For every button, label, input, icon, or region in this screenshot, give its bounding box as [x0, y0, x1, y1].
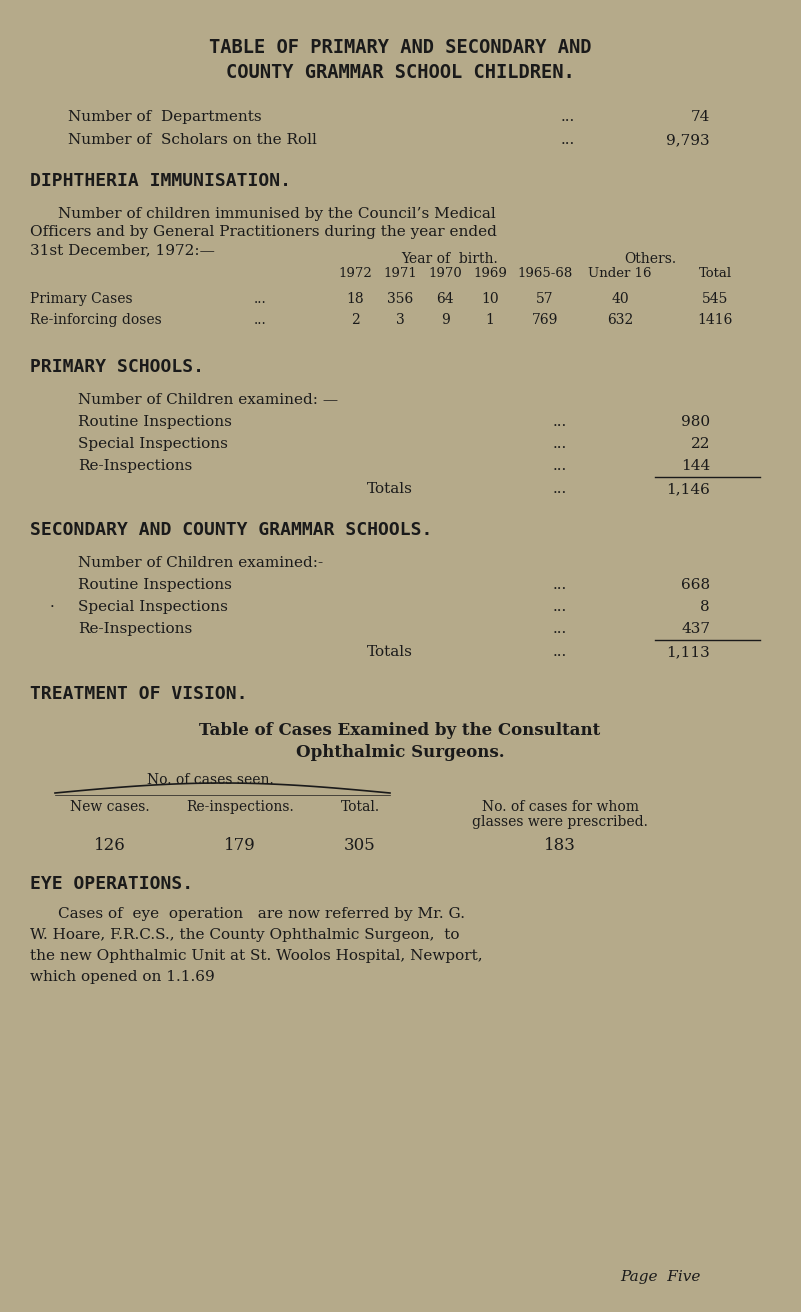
Text: 22: 22 — [690, 437, 710, 451]
Text: ...: ... — [561, 133, 575, 147]
Text: 18: 18 — [346, 293, 364, 306]
Text: 1416: 1416 — [698, 314, 733, 327]
Text: 356: 356 — [387, 293, 413, 306]
Text: 3: 3 — [396, 314, 405, 327]
Text: Re-inspections.: Re-inspections. — [186, 800, 294, 813]
Text: Total: Total — [698, 268, 731, 279]
Text: Totals: Totals — [367, 482, 413, 496]
Text: ...: ... — [561, 110, 575, 125]
Text: Total.: Total. — [340, 800, 380, 813]
Text: No. of cases for whom: No. of cases for whom — [481, 800, 638, 813]
Text: ...: ... — [553, 482, 567, 496]
Text: ...: ... — [553, 646, 567, 659]
Text: 126: 126 — [95, 837, 126, 854]
Text: which opened on 1.1.69: which opened on 1.1.69 — [30, 970, 215, 984]
Text: 632: 632 — [607, 314, 633, 327]
Text: PRIMARY SCHOOLS.: PRIMARY SCHOOLS. — [30, 358, 204, 377]
Text: Routine Inspections: Routine Inspections — [78, 415, 231, 429]
Text: 305: 305 — [344, 837, 376, 854]
Text: ·: · — [50, 600, 55, 614]
Text: ...: ... — [553, 415, 567, 429]
Text: Others.: Others. — [624, 252, 676, 266]
Text: glasses were prescribed.: glasses were prescribed. — [472, 815, 648, 829]
Text: 179: 179 — [224, 837, 256, 854]
Text: 668: 668 — [681, 579, 710, 592]
Text: 1,113: 1,113 — [666, 646, 710, 659]
Text: ...: ... — [553, 579, 567, 592]
Text: COUNTY GRAMMAR SCHOOL CHILDREN.: COUNTY GRAMMAR SCHOOL CHILDREN. — [226, 63, 574, 81]
Text: 144: 144 — [681, 459, 710, 474]
Text: 769: 769 — [532, 314, 558, 327]
Text: ...: ... — [254, 293, 267, 306]
Text: Re-inforcing doses: Re-inforcing doses — [30, 314, 162, 327]
Text: Special Inspections: Special Inspections — [78, 437, 227, 451]
Text: No. of cases seen.: No. of cases seen. — [147, 773, 273, 787]
Text: ...: ... — [553, 622, 567, 636]
Text: Number of children immunised by the Council’s Medical: Number of children immunised by the Coun… — [58, 207, 496, 220]
Text: 183: 183 — [544, 837, 576, 854]
Text: the new Ophthalmic Unit at St. Woolos Hospital, Newport,: the new Ophthalmic Unit at St. Woolos Ho… — [30, 949, 483, 963]
Text: 1970: 1970 — [428, 268, 462, 279]
Text: Table of Cases Examined by the Consultant: Table of Cases Examined by the Consultan… — [199, 722, 601, 739]
Text: Under 16: Under 16 — [588, 268, 652, 279]
Text: New cases.: New cases. — [70, 800, 150, 813]
Text: EYE OPERATIONS.: EYE OPERATIONS. — [30, 875, 193, 893]
Text: 74: 74 — [690, 110, 710, 125]
Text: ...: ... — [254, 314, 267, 327]
Text: 9,793: 9,793 — [666, 133, 710, 147]
Text: 1: 1 — [485, 314, 494, 327]
Text: 57: 57 — [536, 293, 553, 306]
Text: Re-Inspections: Re-Inspections — [78, 459, 192, 474]
Text: ...: ... — [553, 600, 567, 614]
Text: Cases of  eye  operation   are now referred by Mr. G.: Cases of eye operation are now referred … — [58, 907, 465, 921]
Text: Number of Children examined:-: Number of Children examined:- — [78, 556, 323, 569]
Text: Year of  birth.: Year of birth. — [401, 252, 498, 266]
Text: 1965-68: 1965-68 — [517, 268, 573, 279]
Text: 10: 10 — [481, 293, 499, 306]
Text: Number of  Departments: Number of Departments — [68, 110, 262, 125]
Text: TREATMENT OF VISION.: TREATMENT OF VISION. — [30, 685, 248, 703]
Text: 980: 980 — [681, 415, 710, 429]
Text: ...: ... — [553, 437, 567, 451]
Text: 31st December, 1972:—: 31st December, 1972:— — [30, 243, 215, 257]
Text: 64: 64 — [437, 293, 454, 306]
Text: 8: 8 — [700, 600, 710, 614]
Text: 2: 2 — [351, 314, 360, 327]
Text: 40: 40 — [611, 293, 629, 306]
Text: 1971: 1971 — [383, 268, 417, 279]
Text: Officers and by General Practitioners during the year ended: Officers and by General Practitioners du… — [30, 224, 497, 239]
Text: 9: 9 — [441, 314, 449, 327]
Text: Special Inspections: Special Inspections — [78, 600, 227, 614]
Text: Ophthalmic Surgeons.: Ophthalmic Surgeons. — [296, 744, 505, 761]
Text: 1972: 1972 — [338, 268, 372, 279]
Text: 437: 437 — [681, 622, 710, 636]
Text: DIPHTHERIA IMMUNISATION.: DIPHTHERIA IMMUNISATION. — [30, 172, 291, 190]
Text: TABLE OF PRIMARY AND SECONDARY AND: TABLE OF PRIMARY AND SECONDARY AND — [209, 38, 591, 56]
Text: 545: 545 — [702, 293, 728, 306]
Text: Totals: Totals — [367, 646, 413, 659]
Text: 1,146: 1,146 — [666, 482, 710, 496]
Text: 1969: 1969 — [473, 268, 507, 279]
Text: Number of  Scholars on the Roll: Number of Scholars on the Roll — [68, 133, 317, 147]
Text: Number of Children examined: —: Number of Children examined: — — [78, 394, 338, 407]
Text: Page  Five: Page Five — [620, 1270, 700, 1284]
Text: Routine Inspections: Routine Inspections — [78, 579, 231, 592]
Text: Primary Cases: Primary Cases — [30, 293, 133, 306]
Text: W. Hoare, F.R.C.S., the County Ophthalmic Surgeon,  to: W. Hoare, F.R.C.S., the County Ophthalmi… — [30, 928, 460, 942]
Text: SECONDARY AND COUNTY GRAMMAR SCHOOLS.: SECONDARY AND COUNTY GRAMMAR SCHOOLS. — [30, 521, 433, 539]
Text: ...: ... — [553, 459, 567, 474]
Text: Re-Inspections: Re-Inspections — [78, 622, 192, 636]
